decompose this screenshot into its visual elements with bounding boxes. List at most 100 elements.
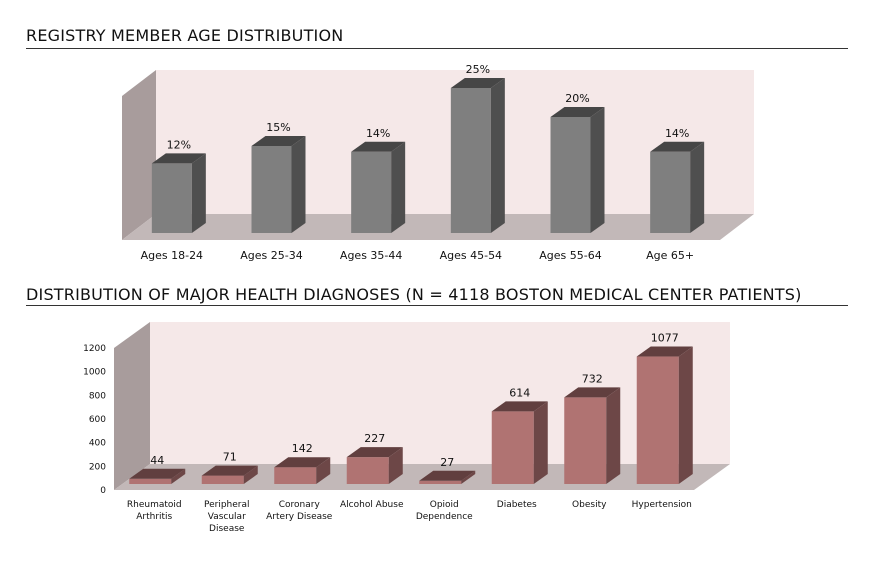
y-tick-label: 600 — [89, 415, 106, 425]
bar-4 — [346, 447, 403, 484]
bar-top — [550, 107, 605, 117]
bar-front — [274, 467, 317, 484]
category-label-line: Disease — [209, 524, 245, 534]
bar-side — [533, 401, 548, 484]
category-label-line: Rheumatoid — [127, 500, 182, 510]
bar-top — [251, 136, 306, 146]
category-label: Coronary Artery Disease — [266, 500, 333, 522]
bar-top — [351, 141, 406, 152]
bar-1 — [151, 153, 206, 233]
bar-value-label: 12% — [167, 138, 191, 151]
category-label-line: Ages 35-44 — [340, 249, 402, 262]
y-tick-label: 1000 — [83, 368, 106, 378]
category-label: Alcohol Abuse — [340, 500, 404, 510]
bar-value-label: 227 — [364, 432, 385, 445]
bar-side — [606, 387, 621, 484]
bar-side — [316, 457, 331, 484]
category-label: Ages 45-54 — [440, 249, 502, 262]
bar-front — [201, 475, 244, 484]
bar-side — [388, 447, 403, 484]
bar-3 — [274, 457, 331, 484]
bar-front — [251, 146, 292, 233]
bar-front — [450, 88, 491, 233]
category-label: Hypertension — [632, 500, 692, 510]
bar-side — [490, 78, 505, 233]
category-label: Ages 35-44 — [340, 249, 402, 262]
bar-front — [650, 151, 691, 233]
bar-top — [419, 470, 476, 481]
bar-side — [678, 346, 693, 484]
bar-side — [191, 153, 206, 233]
category-label-line: Dependence — [416, 512, 473, 522]
category-label: Opioid Dependence — [416, 500, 473, 522]
bar-top — [129, 468, 186, 479]
age-title-divider — [26, 48, 848, 49]
category-label-line: Age 65+ — [646, 249, 694, 262]
bar-side — [171, 468, 186, 484]
bar-front — [129, 478, 172, 484]
bar-value-label: 14% — [366, 127, 390, 140]
diagnoses-title-divider — [26, 305, 848, 306]
category-label-line: Arthritis — [136, 512, 172, 522]
category-label: Obesity — [572, 500, 607, 510]
bar-2 — [201, 465, 258, 484]
bar-top — [636, 346, 693, 357]
bar-front — [419, 480, 462, 484]
bar-side — [461, 470, 476, 484]
age-distribution-chart: 12% Ages 18-24 15% Ages 25-34 14% Ages 35-44 2… — [122, 63, 754, 262]
category-label-line: Ages 45-54 — [440, 249, 502, 262]
chart-side-wall — [114, 322, 150, 490]
bar-value-label: 614 — [509, 386, 530, 399]
bar-value-label: 25% — [466, 63, 490, 76]
bar-7 — [564, 387, 621, 484]
bar-front — [351, 151, 392, 233]
bar-6 — [650, 141, 705, 233]
bar-value-label: 15% — [266, 121, 290, 134]
bar-top — [151, 153, 206, 164]
category-label: Diabetes — [497, 500, 537, 510]
y-tick-label: 0 — [100, 486, 106, 496]
bar-5 — [419, 470, 476, 484]
category-label-line: Opioid — [430, 500, 459, 510]
category-label-line: Alcohol Abuse — [340, 500, 404, 510]
bar-value-label: 732 — [582, 372, 603, 385]
y-tick-label: 400 — [89, 439, 106, 449]
age-chart-title: REGISTRY MEMBER AGE DISTRIBUTION — [26, 26, 344, 45]
bar-6 — [491, 401, 548, 484]
bar-value-label: 71 — [223, 451, 237, 464]
bar-front — [564, 397, 607, 484]
bar-side — [291, 136, 306, 233]
category-label: Rheumatoid Arthritis — [127, 500, 182, 522]
bar-top — [564, 387, 621, 398]
category-label-line: Peripheral — [204, 500, 250, 510]
y-tick-label: 800 — [89, 391, 106, 401]
bar-value-label: 14% — [665, 127, 689, 140]
bar-top — [650, 141, 705, 152]
category-label-line: Ages 18-24 — [141, 249, 203, 262]
bar-value-label: 142 — [292, 442, 313, 455]
bar-top — [201, 465, 258, 476]
bar-top — [346, 447, 403, 458]
diagnoses-chart-title: DISTRIBUTION OF MAJOR HEALTH DIAGNOSES (… — [26, 285, 802, 304]
category-label: Peripheral Vascular Disease — [204, 500, 250, 534]
bar-side — [391, 141, 406, 233]
bar-value-label: 44 — [150, 454, 164, 467]
bar-3 — [351, 141, 406, 233]
bar-top — [491, 401, 548, 412]
category-label-line: Obesity — [572, 500, 607, 510]
bar-1 — [129, 468, 186, 484]
bar-front — [491, 411, 534, 484]
category-label: Ages 55-64 — [539, 249, 601, 262]
category-label-line: Ages 25-34 — [240, 249, 302, 262]
category-label: Age 65+ — [646, 249, 694, 262]
category-label-line: Coronary — [279, 500, 321, 510]
bar-side — [590, 107, 605, 233]
bar-8 — [636, 346, 693, 484]
bar-5 — [550, 107, 605, 233]
bar-front — [636, 356, 679, 484]
y-tick-label: 200 — [89, 462, 106, 472]
category-label-line: Ages 55-64 — [539, 249, 601, 262]
bar-2 — [251, 136, 306, 233]
category-label-line: Artery Disease — [266, 512, 333, 522]
